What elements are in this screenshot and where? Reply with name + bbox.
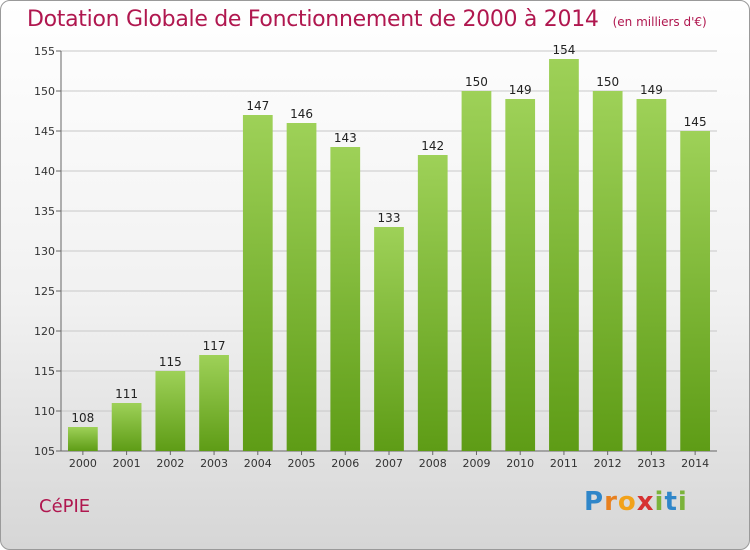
bar-2011 <box>549 59 579 451</box>
x-tick-label: 2005 <box>288 457 316 470</box>
x-tick-label: 2012 <box>594 457 622 470</box>
bar-2013 <box>636 99 667 451</box>
logo-letter: i <box>677 487 688 517</box>
bar-value-label: 154 <box>552 43 575 57</box>
x-tick-label: 2001 <box>113 457 141 470</box>
bar-value-label: 111 <box>115 387 138 401</box>
bar-2009 <box>461 91 492 451</box>
bar-value-label: 117 <box>203 339 226 353</box>
bar-2010 <box>505 99 536 451</box>
bar-2000 <box>67 427 98 451</box>
bar-2014 <box>680 131 711 451</box>
x-tick-label: 2007 <box>375 457 403 470</box>
bars: 108 111 115 117 147 146 143 133 142 150 149 154 150 1… <box>67 43 711 451</box>
bar-2002 <box>155 371 186 451</box>
y-tick-label: 145 <box>34 125 55 138</box>
proxiti-logo: Proxiti <box>584 487 688 517</box>
chart-title-text: Dotation Globale de Fonctionnement de 20… <box>27 7 599 32</box>
x-tick-label: 2002 <box>156 457 184 470</box>
bar-value-label: 108 <box>71 411 94 425</box>
x-tick-label: 2008 <box>419 457 447 470</box>
bar-value-label: 145 <box>684 115 707 129</box>
bar-value-label: 149 <box>509 83 532 97</box>
bar-2004 <box>242 115 273 451</box>
logo-letter: o <box>617 487 637 517</box>
x-tick-label: 2014 <box>681 457 709 470</box>
x-tick-label: 2006 <box>331 457 359 470</box>
bar-value-label: 147 <box>246 99 269 113</box>
bar-2012 <box>592 91 623 451</box>
y-tick-label: 125 <box>34 285 55 298</box>
x-tick-label: 2004 <box>244 457 272 470</box>
logo-letter: t <box>664 487 678 517</box>
x-tick-label: 2000 <box>69 457 97 470</box>
bar-2001 <box>111 403 142 451</box>
x-tick-label: 2010 <box>506 457 534 470</box>
y-tick-label: 140 <box>34 165 55 178</box>
y-tick-label: 135 <box>34 205 55 218</box>
x-tick-label: 2011 <box>550 457 578 470</box>
bar-2003 <box>199 355 229 451</box>
logo-letter: r <box>604 487 618 517</box>
x-tick-label: 2013 <box>637 457 665 470</box>
y-tick-label: 120 <box>34 325 55 338</box>
y-tick-label: 130 <box>34 245 55 258</box>
logo-letter: P <box>584 487 605 517</box>
logo-letter: i <box>654 487 665 517</box>
bar-2006 <box>330 147 361 451</box>
y-tick-label: 110 <box>34 405 55 418</box>
bar-2007 <box>374 227 404 451</box>
x-tick-label: 2003 <box>200 457 228 470</box>
bar-value-label: 115 <box>159 355 182 369</box>
bar-2008 <box>417 155 448 451</box>
y-tick-label: 105 <box>34 445 55 458</box>
bar-value-label: 133 <box>378 211 401 225</box>
unit-note: (en milliers d'€) <box>612 15 707 29</box>
x-tick-label: 2009 <box>462 457 490 470</box>
bar-value-label: 150 <box>596 75 619 89</box>
y-tick-label: 115 <box>34 365 55 378</box>
y-tick-label: 155 <box>34 45 55 58</box>
logo-letter: x <box>636 487 655 517</box>
bar-value-label: 150 <box>465 75 488 89</box>
bar-value-label: 142 <box>421 139 444 153</box>
commune-name: CéPIE <box>39 496 91 517</box>
chart-title: Dotation Globale de Fonctionnement de 20… <box>27 7 707 32</box>
bar-value-label: 146 <box>290 107 313 121</box>
bar-2005 <box>286 123 317 451</box>
bar-value-label: 149 <box>640 83 663 97</box>
y-tick-label: 150 <box>34 85 55 98</box>
bar-value-label: 143 <box>334 131 357 145</box>
